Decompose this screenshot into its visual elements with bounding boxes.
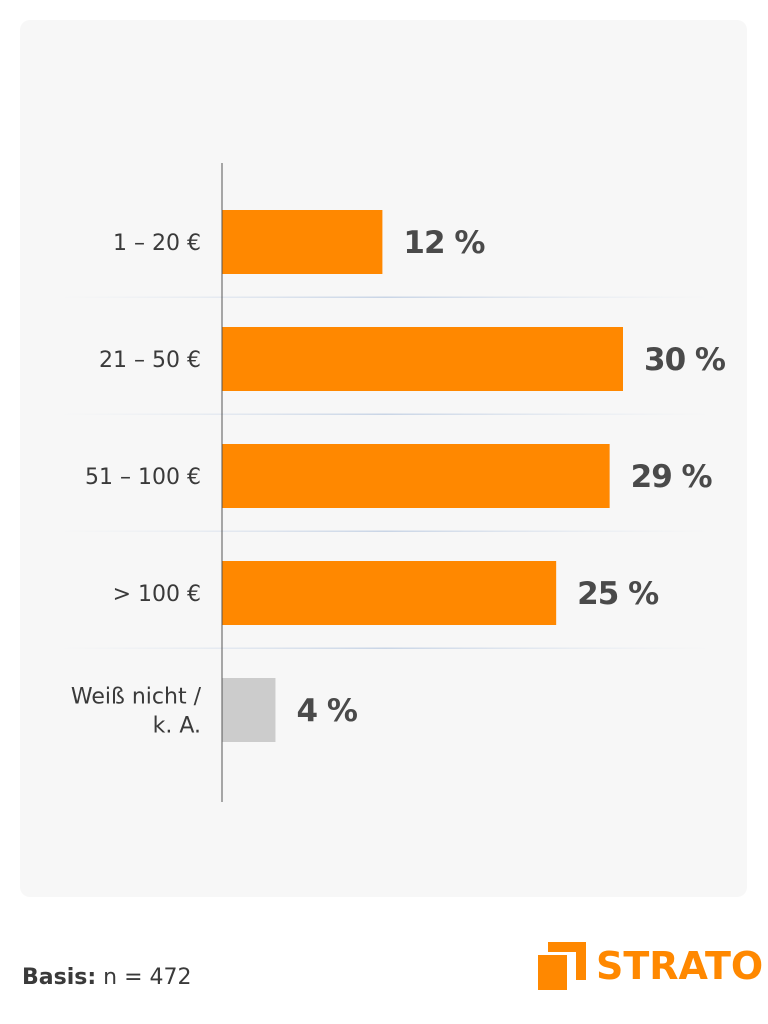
category-label-line: Weiß nicht / xyxy=(71,685,202,710)
bar-chart: 1 – 20 € 21 – 50 € 51 – 100 € > 100 € Weiß n… xyxy=(60,163,727,802)
category-label-2: 21 – 50 € xyxy=(99,348,201,373)
bar-2 xyxy=(222,327,623,391)
row-separator xyxy=(60,530,710,532)
basis-label: Basis: xyxy=(22,965,97,990)
value-label-3: 29 % xyxy=(631,459,713,495)
bar-1 xyxy=(222,210,383,274)
category-label-1: 1 – 20 € xyxy=(113,231,201,256)
category-label-line: 51 – 100 € xyxy=(85,465,201,490)
value-label-1: 12 % xyxy=(403,225,485,261)
bar-3 xyxy=(222,444,610,508)
row-separator xyxy=(60,296,710,298)
category-label-5: Weiß nicht / k. A. xyxy=(71,685,202,739)
value-label-4: 25 % xyxy=(577,576,659,612)
bar-4 xyxy=(222,561,557,625)
row-separator xyxy=(60,647,710,649)
row-separator xyxy=(60,413,710,415)
bar-5 xyxy=(222,678,276,742)
category-label-line: k. A. xyxy=(153,714,201,739)
strato-logo: STRATO xyxy=(538,942,763,990)
category-label-line: 1 – 20 € xyxy=(113,231,201,256)
category-label-3: 51 – 100 € xyxy=(85,465,201,490)
category-label-line: 21 – 50 € xyxy=(99,348,201,373)
value-label-5: 4 % xyxy=(296,693,357,729)
strato-logo-mark-icon xyxy=(538,942,586,990)
logo-wordmark: STRATO xyxy=(596,944,764,988)
value-label-2: 30 % xyxy=(644,342,726,378)
basis-value: n = 472 xyxy=(96,965,192,990)
basis-note: Basis: n = 472 xyxy=(22,965,192,990)
category-label-4: > 100 € xyxy=(113,582,201,607)
category-label-line: > 100 € xyxy=(113,582,201,607)
